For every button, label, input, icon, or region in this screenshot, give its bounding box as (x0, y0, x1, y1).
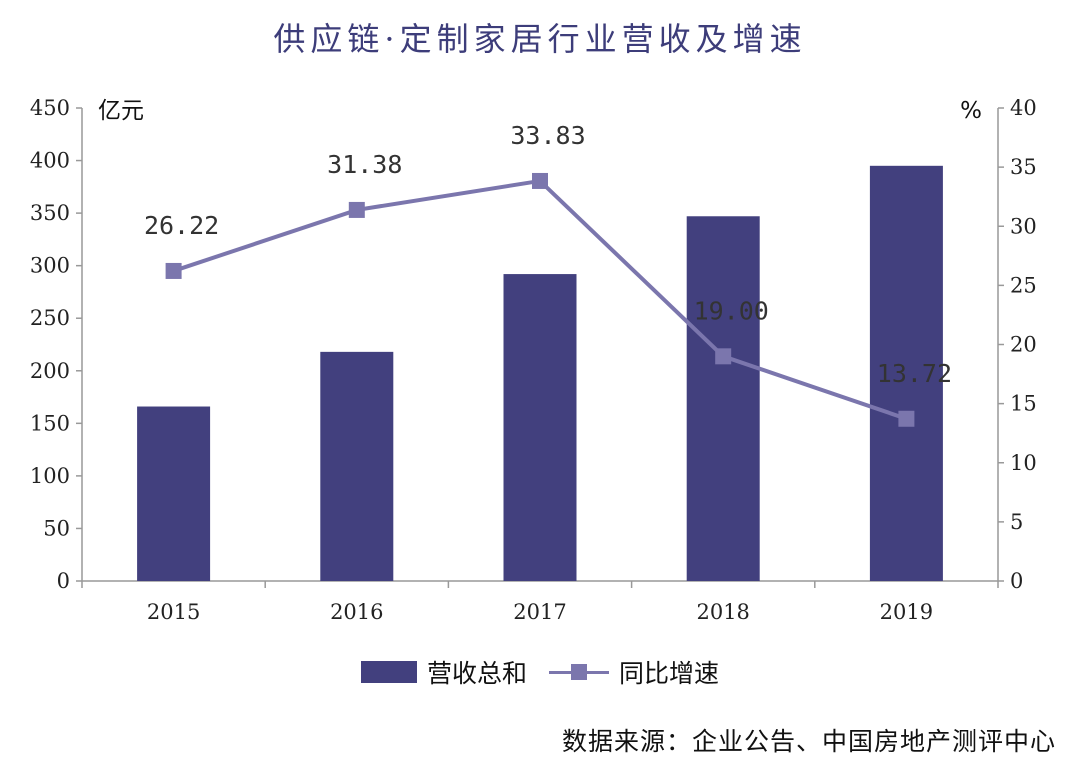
growth-label-2017: 33.83 (510, 121, 585, 150)
left-tick-label: 450 (30, 96, 70, 120)
bar-2017 (503, 274, 577, 581)
right-tick-label: 30 (1010, 214, 1037, 238)
legend-label-revenue: 营收总和 (426, 659, 527, 688)
growth-label-2018: 19.00 (694, 296, 769, 325)
bar-2018 (686, 216, 760, 581)
axes: 0 50 100 150 200 250 300 350 400 450 0 5 10 15 20 25 30 3… (30, 96, 1037, 624)
x-tick-label: 2018 (696, 600, 749, 624)
bar-2016 (320, 351, 394, 581)
left-tick-label: 400 (30, 149, 70, 173)
legend-swatch-bar (360, 661, 417, 683)
line-series (165, 172, 915, 427)
right-tick-label: 10 (1010, 451, 1037, 475)
legend-label-growth: 同比增速 (619, 659, 720, 688)
right-tick-label: 20 (1010, 333, 1037, 357)
right-tick-label: 35 (1010, 155, 1037, 179)
chart-title: 供应链·定制家居行业营收及增速 (273, 20, 807, 58)
right-tick-label: 40 (1010, 96, 1037, 120)
growth-point-2019 (898, 410, 915, 427)
bar-2015 (137, 406, 211, 581)
left-tick-label: 200 (30, 359, 70, 383)
left-tick-label: 350 (30, 201, 70, 225)
right-tick-label: 15 (1010, 392, 1037, 416)
x-tick-label: 2015 (147, 600, 200, 624)
left-tick-label: 100 (30, 464, 70, 488)
growth-point-2018 (715, 348, 732, 365)
bar-series (137, 165, 943, 582)
right-tick-label: 0 (1010, 569, 1023, 593)
legend-swatch-line (549, 661, 609, 683)
left-tick-label: 150 (30, 411, 70, 435)
left-axis-unit: 亿元 (98, 98, 144, 124)
x-tick-label: 2017 (513, 600, 566, 624)
x-tick-label: 2019 (880, 600, 933, 624)
growth-point-2017 (532, 172, 548, 189)
growth-point-2015 (165, 262, 182, 279)
right-axis-unit: % (960, 98, 982, 124)
legend-item-growth: 同比增速 (549, 654, 719, 690)
growth-label-2019: 13.72 (877, 359, 952, 388)
growth-label-2016: 31.38 (327, 150, 402, 179)
left-tick-label: 300 (30, 254, 70, 278)
right-tick-label: 5 (1010, 510, 1023, 534)
left-tick-label: 250 (30, 306, 70, 330)
left-tick-label: 50 (43, 516, 70, 540)
data-labels: 26.22 31.38 33.83 19.00 13.72 (144, 121, 952, 388)
growth-point-2016 (348, 201, 365, 218)
x-tick-label: 2016 (330, 600, 383, 624)
source-note: 数据来源：企业公告、中国房地产测评中心 (561, 727, 1056, 756)
chart-canvas: 0 50 100 150 200 250 300 350 400 450 0 5 10 15 20 25 30 3… (30, 96, 1037, 624)
growth-label-2015: 26.22 (144, 211, 219, 240)
legend: 营收总和 同比增速 (0, 654, 1080, 690)
right-tick-label: 25 (1010, 273, 1037, 297)
left-tick-label: 0 (57, 569, 70, 593)
bar-2019 (869, 165, 943, 582)
legend-item-revenue: 营收总和 (360, 654, 527, 690)
